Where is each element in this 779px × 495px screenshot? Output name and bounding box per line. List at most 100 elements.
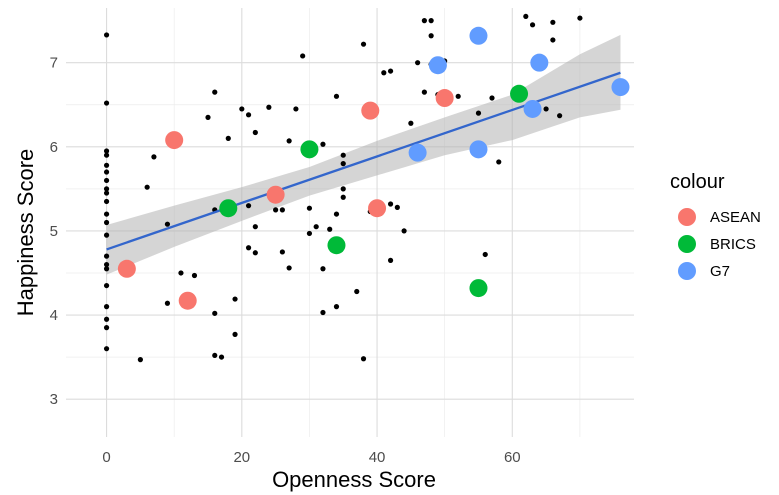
- data-point: [340, 186, 346, 192]
- data-point: [340, 161, 346, 167]
- data-point: [151, 154, 157, 160]
- data-point: [212, 89, 218, 95]
- data-point: [529, 22, 536, 28]
- data-point: [103, 261, 110, 268]
- data-point: [300, 53, 306, 59]
- data-point: [340, 194, 346, 200]
- data-point: [387, 257, 394, 263]
- point-g7: [469, 26, 488, 45]
- x-tick-label: 20: [233, 449, 250, 466]
- data-point: [103, 169, 110, 175]
- data-point: [421, 18, 427, 24]
- point-g7: [530, 53, 549, 72]
- data-point: [232, 296, 238, 302]
- point-asean: [368, 199, 387, 218]
- data-point: [455, 93, 461, 99]
- confidence-band: [106, 34, 621, 275]
- data-point: [327, 226, 333, 232]
- data-point: [523, 13, 529, 20]
- y-tick-label: 5: [50, 223, 58, 240]
- x-tick-label: 60: [504, 449, 521, 466]
- data-point: [286, 138, 292, 144]
- legend-items: ASEAN BRICS G7: [678, 208, 761, 280]
- tick-labels: 0 20 40 60 3 4 5 6 7: [50, 55, 521, 466]
- data-point: [191, 272, 198, 279]
- data-point: [103, 186, 110, 192]
- data-point: [333, 93, 340, 99]
- trend-line: [106, 71, 621, 251]
- y-tick-label: 4: [50, 307, 58, 324]
- data-point: [103, 177, 110, 184]
- data-point: [137, 357, 143, 363]
- data-point: [279, 207, 285, 213]
- point-g7: [523, 99, 542, 118]
- data-point: [103, 232, 110, 238]
- data-point: [333, 211, 340, 217]
- y-tick-label: 3: [50, 391, 58, 408]
- y-tick-label: 6: [50, 139, 58, 156]
- data-point: [306, 205, 313, 211]
- data-point: [340, 152, 346, 158]
- data-point: [387, 201, 394, 207]
- data-point: [401, 228, 407, 234]
- data-point: [320, 141, 326, 147]
- x-tick-label: 40: [369, 449, 386, 466]
- data-point: [245, 245, 252, 251]
- point-asean: [178, 291, 197, 310]
- data-point: [360, 41, 367, 47]
- data-point: [387, 68, 394, 74]
- data-point: [245, 203, 252, 209]
- data-point: [103, 266, 110, 272]
- data-point: [266, 104, 272, 110]
- data-point: [381, 70, 387, 76]
- data-point: [103, 219, 110, 226]
- legend-label-g7: G7: [710, 263, 730, 280]
- point-g7: [428, 56, 447, 75]
- legend-key-brics: [678, 235, 696, 253]
- data-point: [557, 113, 563, 119]
- point-asean: [361, 101, 380, 120]
- data-point: [239, 106, 245, 112]
- data-point: [320, 266, 326, 272]
- background-points-layer: [103, 13, 583, 363]
- legend: colour ASEAN BRICS G7: [670, 171, 761, 280]
- point-brics: [327, 236, 346, 255]
- data-point: [103, 253, 110, 259]
- data-point: [550, 37, 556, 43]
- y-axis-title: Happiness Score: [13, 149, 38, 317]
- data-point: [252, 250, 258, 256]
- data-point: [333, 304, 340, 310]
- legend-key-g7: [678, 262, 696, 280]
- data-point: [421, 89, 427, 95]
- data-point: [218, 354, 225, 360]
- point-asean: [117, 259, 136, 278]
- point-asean: [266, 185, 285, 204]
- data-point: [103, 346, 110, 352]
- data-point: [543, 106, 549, 112]
- data-point: [360, 356, 367, 362]
- data-point: [103, 190, 110, 196]
- data-point: [320, 309, 326, 316]
- data-point: [306, 230, 313, 237]
- data-point: [144, 184, 150, 190]
- legend-label-asean: ASEAN: [710, 209, 761, 226]
- data-point: [103, 148, 110, 154]
- data-point: [394, 204, 400, 210]
- group-points-layer: [117, 26, 630, 310]
- data-point: [245, 112, 252, 118]
- legend-title: colour: [670, 171, 725, 193]
- data-point: [475, 110, 482, 116]
- data-point: [286, 265, 292, 271]
- data-point: [252, 129, 258, 136]
- data-point: [550, 19, 556, 25]
- data-point: [212, 310, 218, 316]
- data-point: [428, 18, 434, 24]
- point-brics: [300, 140, 319, 159]
- data-point: [103, 282, 110, 289]
- data-point: [577, 15, 583, 21]
- data-point: [408, 120, 414, 126]
- point-asean: [435, 89, 454, 108]
- data-point: [103, 325, 110, 331]
- data-point: [103, 162, 110, 168]
